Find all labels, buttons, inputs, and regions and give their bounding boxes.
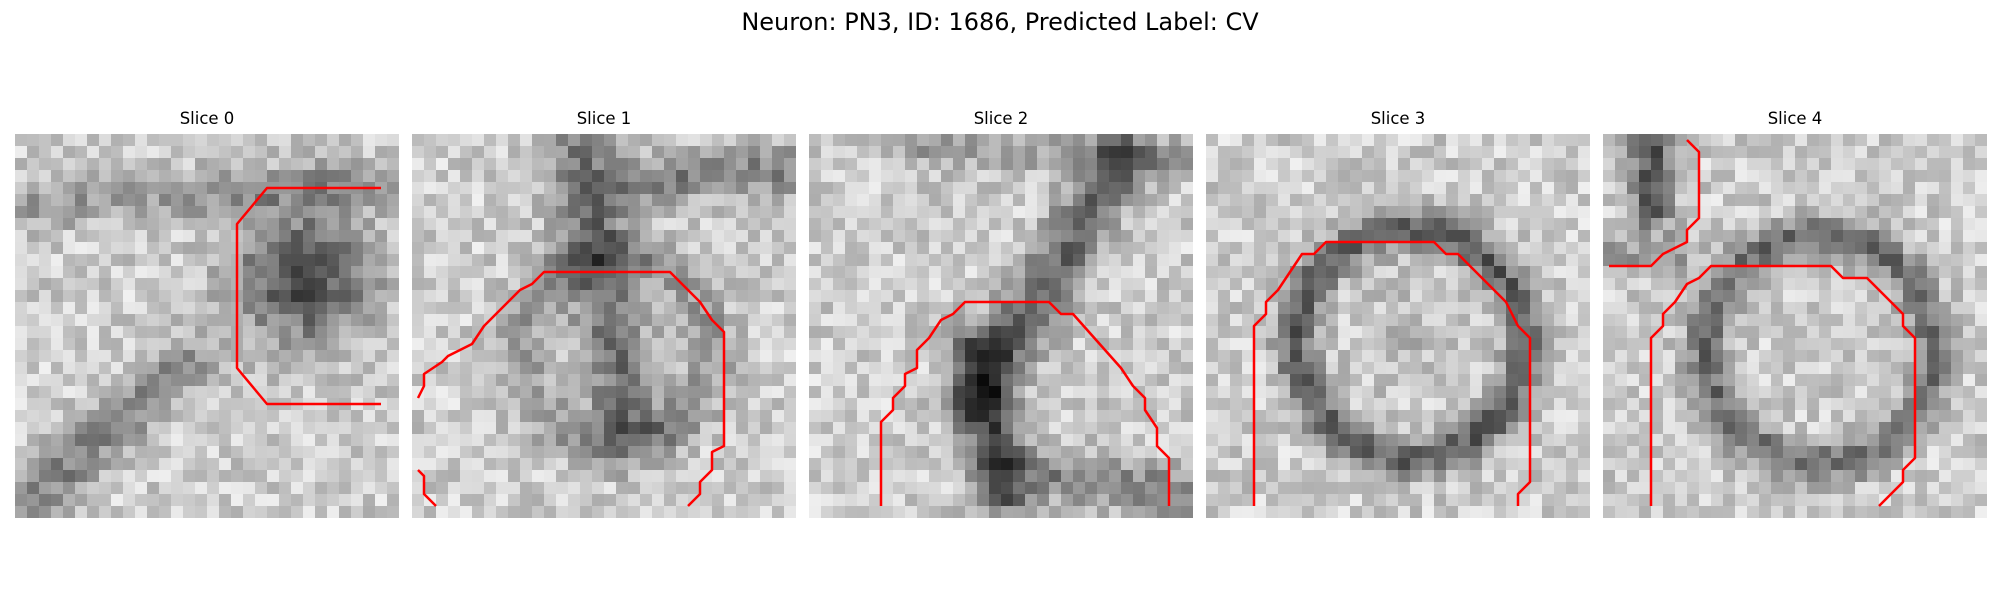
slice-panel-1: Slice 1	[412, 108, 796, 518]
slice-pixels	[15, 134, 399, 518]
slice-panel-0: Slice 0	[15, 108, 399, 518]
figure-title: Neuron: PN3, ID: 1686, Predicted Label: …	[741, 8, 1259, 36]
slice-image	[412, 134, 796, 518]
slice-title: Slice 2	[973, 109, 1029, 128]
slice-panel-2: Slice 2	[809, 108, 1193, 518]
segmentation-contour	[1252, 240, 1532, 506]
slice-image	[15, 134, 399, 518]
slice-panel-4: Slice 4	[1603, 108, 1987, 518]
slice-title: Slice 4	[1767, 109, 1823, 128]
slice-title: Slice 1	[576, 109, 632, 128]
segmentation-contour	[879, 300, 1171, 506]
slice-pixels	[809, 134, 1193, 518]
slice-image	[809, 134, 1193, 518]
segmentation-contour	[1649, 264, 1917, 507]
slice-panel-3: Slice 3	[1206, 108, 1590, 518]
slice-pixels	[1603, 134, 1987, 518]
slice-pixels	[1206, 134, 1590, 518]
segmentation-contour	[417, 469, 437, 507]
segmentation-contour	[416, 270, 726, 507]
segmentation-contour	[235, 186, 381, 406]
slice-image	[1603, 134, 1987, 518]
segmentation-contour	[1609, 139, 1701, 268]
slice-title: Slice 3	[1370, 109, 1426, 128]
slice-pixels	[412, 134, 796, 518]
slice-title: Slice 0	[179, 109, 235, 128]
slice-image	[1206, 134, 1590, 518]
